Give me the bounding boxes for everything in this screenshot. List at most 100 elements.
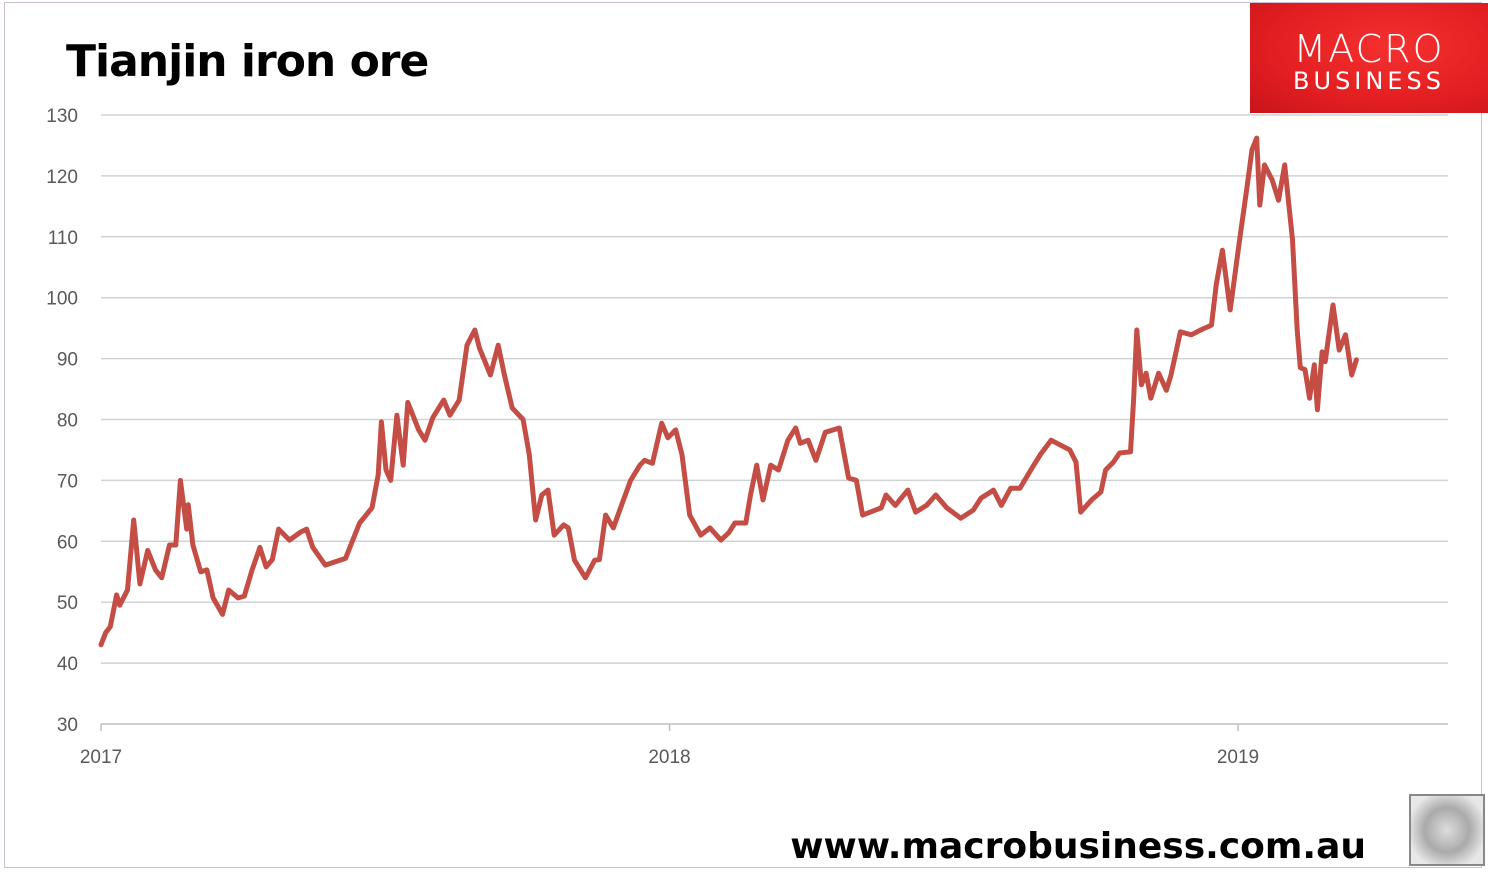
data-point bbox=[1039, 454, 1041, 456]
data-point bbox=[598, 559, 600, 561]
data-point bbox=[259, 546, 261, 548]
data-point bbox=[1292, 239, 1293, 241]
data-point bbox=[200, 571, 202, 573]
data-point bbox=[894, 504, 896, 506]
data-point bbox=[1211, 324, 1212, 326]
data-point bbox=[1158, 372, 1160, 374]
data-point bbox=[1351, 374, 1353, 376]
data-point bbox=[119, 604, 121, 606]
data-point bbox=[418, 429, 420, 431]
data-point bbox=[424, 439, 426, 441]
data-point bbox=[926, 504, 927, 506]
data-point bbox=[1304, 369, 1306, 371]
data-point bbox=[689, 514, 691, 516]
data-point bbox=[100, 644, 102, 646]
data-point bbox=[116, 594, 118, 596]
data-point bbox=[681, 454, 683, 456]
data-point bbox=[885, 494, 887, 496]
y-axis-ticks: 30 40 50 60 70 80 90 100 110 120 130 bbox=[46, 106, 78, 736]
data-point bbox=[1112, 461, 1114, 463]
data-point bbox=[946, 507, 948, 509]
data-point bbox=[1284, 164, 1286, 166]
data-point bbox=[1324, 361, 1326, 363]
data-point bbox=[243, 595, 245, 597]
y-tick-label: 80 bbox=[57, 411, 78, 432]
data-point bbox=[778, 469, 779, 471]
data-point bbox=[541, 494, 543, 496]
data-point bbox=[105, 632, 107, 634]
data-point bbox=[1050, 439, 1052, 441]
data-point bbox=[1309, 397, 1311, 399]
y-tick-label: 120 bbox=[46, 167, 78, 188]
data-point bbox=[312, 546, 314, 548]
data-point bbox=[848, 477, 850, 479]
data-point bbox=[503, 374, 505, 376]
data-point bbox=[651, 462, 653, 464]
data-point bbox=[709, 527, 711, 529]
data-point bbox=[667, 437, 669, 439]
data-point bbox=[960, 517, 962, 519]
data-point bbox=[109, 626, 111, 628]
data-point bbox=[815, 459, 817, 461]
data-point bbox=[1299, 367, 1301, 369]
data-point bbox=[838, 427, 840, 429]
data-point bbox=[1264, 164, 1265, 166]
data-point bbox=[574, 559, 575, 561]
data-point bbox=[880, 507, 882, 509]
data-point bbox=[720, 539, 722, 541]
data-point bbox=[385, 469, 387, 471]
data-point bbox=[1140, 384, 1142, 386]
x-axis: 2017 2018 2019 bbox=[80, 723, 1448, 768]
data-point bbox=[402, 464, 404, 466]
data-point bbox=[161, 577, 163, 579]
data-point bbox=[528, 454, 530, 456]
data-point bbox=[612, 527, 614, 529]
macrobusiness-logo: MACRO BUSINESS bbox=[1250, 3, 1488, 113]
data-point bbox=[734, 522, 736, 524]
data-point bbox=[567, 527, 569, 529]
data-point bbox=[179, 479, 181, 481]
y-tick-label: 90 bbox=[57, 350, 78, 371]
data-point bbox=[915, 511, 917, 513]
data-point bbox=[1170, 374, 1172, 376]
x-tick-label: 2018 bbox=[648, 747, 690, 768]
data-point bbox=[1355, 359, 1357, 361]
data-point bbox=[644, 459, 646, 461]
data-point bbox=[980, 497, 982, 499]
chart-title: Tianjin iron ore bbox=[66, 36, 429, 87]
data-point bbox=[605, 514, 607, 516]
logo-line-1: MACRO bbox=[1293, 27, 1445, 71]
data-point bbox=[222, 613, 223, 615]
wolf-logo-image bbox=[1409, 794, 1485, 866]
data-point bbox=[1251, 149, 1253, 151]
data-point bbox=[175, 544, 177, 546]
data-point bbox=[237, 597, 239, 599]
data-point bbox=[1200, 329, 1202, 331]
data-point bbox=[547, 489, 549, 491]
data-point bbox=[972, 509, 974, 511]
data-point bbox=[1321, 351, 1323, 353]
data-point bbox=[1246, 184, 1248, 186]
data-point bbox=[553, 534, 555, 536]
data-point bbox=[458, 399, 460, 401]
data-point bbox=[799, 442, 801, 444]
data-point bbox=[324, 564, 326, 566]
data-point bbox=[271, 559, 273, 561]
y-tick-label: 70 bbox=[57, 471, 78, 492]
logo-line-2: BUSINESS bbox=[1293, 67, 1445, 95]
data-point bbox=[630, 479, 632, 481]
data-point bbox=[1133, 399, 1135, 401]
data-point bbox=[1145, 372, 1147, 374]
data-point bbox=[1150, 397, 1152, 399]
data-point bbox=[449, 414, 451, 416]
data-point bbox=[935, 494, 937, 496]
website-url: www.macrobusiness.com.au bbox=[790, 826, 1366, 867]
data-point bbox=[1136, 329, 1138, 331]
gridlines bbox=[101, 114, 1448, 664]
data-point bbox=[474, 329, 476, 331]
data-point bbox=[139, 583, 141, 585]
data-point bbox=[278, 528, 280, 530]
data-point bbox=[584, 577, 586, 579]
data-point bbox=[206, 569, 208, 571]
data-point bbox=[700, 534, 702, 536]
